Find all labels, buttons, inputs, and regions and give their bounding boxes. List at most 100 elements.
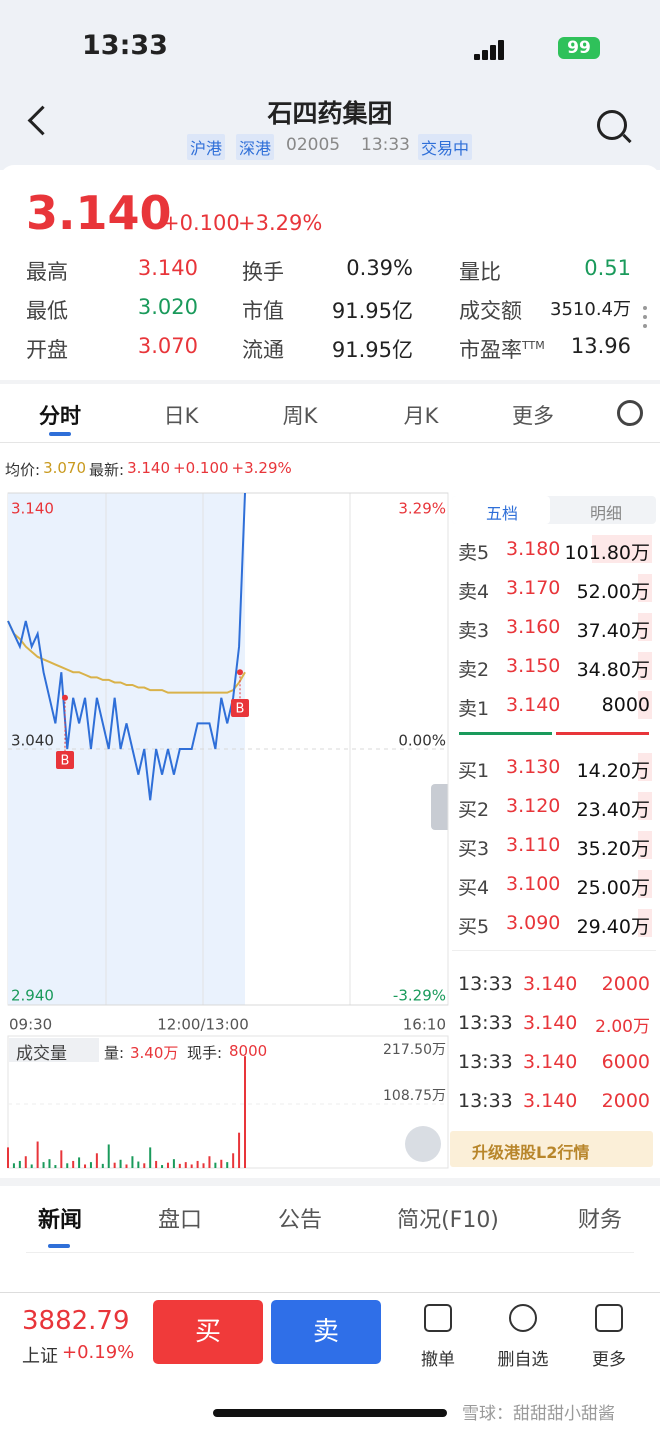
book-level: 买2 bbox=[458, 799, 490, 821]
book-level: 卖5 bbox=[458, 542, 490, 564]
stock-title: 石四药集团 bbox=[267, 99, 393, 128]
marker-dot bbox=[237, 669, 243, 676]
action-icon[interactable] bbox=[424, 1304, 452, 1332]
trade-volume: 2.00万 bbox=[595, 1017, 650, 1037]
volume-bar bbox=[232, 1153, 235, 1168]
volume-bar bbox=[226, 1162, 229, 1168]
l2-banner-bg[interactable] bbox=[450, 1131, 653, 1167]
stat-value: 3.070 bbox=[137, 334, 198, 358]
info-tab[interactable]: 新闻 bbox=[37, 1208, 82, 1233]
stat-label-sup: TTM bbox=[522, 339, 545, 352]
l2-banner[interactable]: 升级港股L2行情 bbox=[472, 1143, 590, 1162]
book-price: 3.100 bbox=[506, 873, 561, 895]
chart-tab[interactable]: 更多 bbox=[512, 404, 554, 428]
stat-label: 市盈率TTM bbox=[459, 338, 545, 362]
sell-button[interactable]: 卖 bbox=[271, 1300, 381, 1364]
trade-time: 13:33 bbox=[458, 1090, 513, 1112]
action-icon[interactable] bbox=[509, 1304, 537, 1332]
volume-bar bbox=[119, 1159, 122, 1168]
volume-bar bbox=[244, 1056, 246, 1168]
book-volume: 29.40万 bbox=[576, 916, 650, 938]
latest-label: 最新: bbox=[89, 461, 125, 479]
volume-bar bbox=[131, 1156, 134, 1168]
chart-tab[interactable]: 日K bbox=[163, 404, 199, 428]
latest-change: +0.100 bbox=[173, 459, 229, 477]
book-tab[interactable]: 明细 bbox=[589, 504, 622, 523]
volume-bar bbox=[60, 1150, 63, 1168]
battery: 99 bbox=[558, 37, 600, 59]
marker-label: B bbox=[61, 754, 70, 769]
tab-indicator bbox=[49, 432, 71, 436]
buy-button[interactable]: 买 bbox=[153, 1300, 263, 1364]
index-value: 3882.79 bbox=[22, 1306, 130, 1336]
action-label[interactable]: 删自选 bbox=[497, 1350, 549, 1370]
book-price: 3.120 bbox=[506, 795, 561, 817]
book-split-green bbox=[459, 732, 552, 735]
dot bbox=[643, 306, 647, 310]
stat-label: 换手 bbox=[242, 260, 284, 284]
volume-bar bbox=[137, 1161, 140, 1168]
volume-bar bbox=[178, 1163, 181, 1168]
x-tick-label: 12:00/13:00 bbox=[157, 1016, 249, 1034]
chart-tab[interactable]: 分时 bbox=[39, 404, 81, 428]
divider bbox=[0, 1178, 660, 1186]
index-change: +0.19% bbox=[62, 1342, 135, 1363]
book-price: 3.170 bbox=[506, 577, 561, 599]
book-price: 3.160 bbox=[506, 616, 561, 638]
trade-time: 13:33 bbox=[458, 1012, 513, 1034]
trade-volume: 2000 bbox=[601, 973, 650, 995]
dot bbox=[643, 315, 647, 319]
expand-button[interactable] bbox=[405, 1126, 441, 1162]
y2-tick-label: -3.29% bbox=[393, 987, 446, 1005]
stat-label: 最低 bbox=[26, 299, 68, 323]
divider bbox=[0, 442, 660, 443]
chart-tab[interactable]: 月K bbox=[403, 404, 439, 428]
info-tab[interactable]: 盘口 bbox=[157, 1208, 202, 1233]
trade-time: 13:33 bbox=[458, 973, 513, 995]
volume-bar bbox=[208, 1156, 211, 1168]
hand-value: 8000 bbox=[229, 1042, 268, 1060]
divider bbox=[0, 380, 660, 384]
stat-label: 市值 bbox=[242, 299, 284, 323]
avg-value: 3.070 bbox=[43, 459, 87, 477]
settings-button[interactable] bbox=[617, 400, 643, 426]
volume-bar bbox=[238, 1132, 241, 1168]
trade-volume: 6000 bbox=[601, 1051, 650, 1073]
book-volume-bg bbox=[638, 691, 652, 719]
info-tab[interactable]: 简况(F10) bbox=[397, 1208, 499, 1233]
book-volume-bg bbox=[638, 652, 652, 680]
action-label[interactable]: 撤单 bbox=[421, 1350, 455, 1370]
home-indicator bbox=[213, 1409, 447, 1417]
book-price: 3.180 bbox=[506, 538, 561, 560]
trade-price: 3.140 bbox=[523, 973, 578, 995]
book-price: 3.130 bbox=[506, 756, 561, 778]
book-volume-bg bbox=[638, 831, 652, 859]
signal-bar bbox=[482, 50, 488, 60]
book-volume: 101.80万 bbox=[564, 542, 650, 564]
book-volume-bg bbox=[638, 909, 652, 937]
book-price: 3.150 bbox=[506, 655, 561, 677]
book-price: 3.140 bbox=[506, 694, 561, 716]
volume-bar bbox=[18, 1160, 21, 1168]
book-price: 3.090 bbox=[506, 912, 561, 934]
trade-status: 交易中 bbox=[418, 134, 473, 160]
book-tab[interactable]: 五档 bbox=[485, 504, 518, 523]
info-tab[interactable]: 财务 bbox=[577, 1208, 622, 1233]
info-tab[interactable]: 公告 bbox=[277, 1208, 322, 1233]
book-level: 买3 bbox=[458, 838, 490, 860]
collapse-handle[interactable] bbox=[431, 784, 448, 830]
chart-tab[interactable]: 周K bbox=[282, 404, 318, 428]
action-icon[interactable] bbox=[595, 1304, 623, 1332]
volume-bar bbox=[66, 1163, 69, 1168]
stat-value: 3.020 bbox=[137, 295, 198, 319]
volume-tick-label: 108.75万 bbox=[383, 1088, 446, 1104]
book-volume: 37.40万 bbox=[576, 620, 650, 642]
volume-bar bbox=[101, 1163, 104, 1168]
action-label[interactable]: 更多 bbox=[592, 1350, 626, 1370]
stat-label: 开盘 bbox=[26, 338, 68, 362]
signal-bar bbox=[474, 54, 480, 60]
book-volume: 8000 bbox=[601, 694, 650, 716]
search-button[interactable] bbox=[597, 110, 627, 140]
volume-title[interactable]: 成交量 bbox=[16, 1044, 67, 1064]
